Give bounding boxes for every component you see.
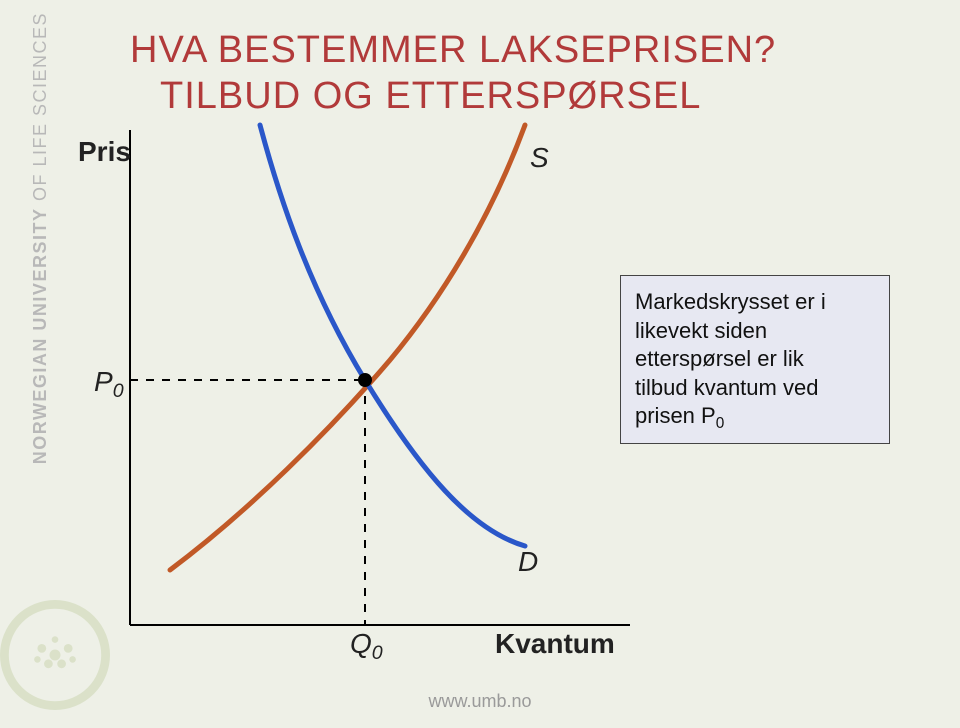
x-axis-label: Kvantum (495, 628, 615, 660)
y-axis-label: Pris (78, 136, 131, 168)
annotation-l4: tilbud kvantum ved (635, 375, 818, 400)
s-label: S (530, 142, 549, 174)
p0-label: P0 (94, 366, 124, 398)
institution-name: NORWEGIAN UNIVERSITY OF LIFE SCIENCES (30, 12, 51, 464)
title-line2: TILBUD OG ETTERSPØRSEL (130, 75, 701, 117)
university-seal-icon (0, 600, 110, 710)
page-title: HVA BESTEMMER LAKSEPRISEN? TILBUD OG ETT… (130, 28, 776, 119)
annotation-l2: likevekt siden (635, 318, 767, 343)
annotation-box: Markedskrysset er i likevekt siden etter… (620, 275, 890, 444)
demand-curve (260, 125, 525, 546)
annotation-l5: prisen P (635, 403, 716, 428)
title-line1: HVA BESTEMMER LAKSEPRISEN? (130, 29, 776, 71)
footer-url: www.umb.no (428, 691, 531, 712)
annotation-l3: etterspørsel er lik (635, 346, 804, 371)
annotation-l1: Markedskrysset er i (635, 289, 826, 314)
institution-bold: NORWEGIAN UNIVERSITY (30, 208, 50, 465)
q0-label: Q0 (350, 628, 383, 660)
d-label: D (518, 546, 538, 578)
institution-regular: OF LIFE SCIENCES (30, 12, 50, 208)
equilibrium-point (358, 373, 372, 387)
